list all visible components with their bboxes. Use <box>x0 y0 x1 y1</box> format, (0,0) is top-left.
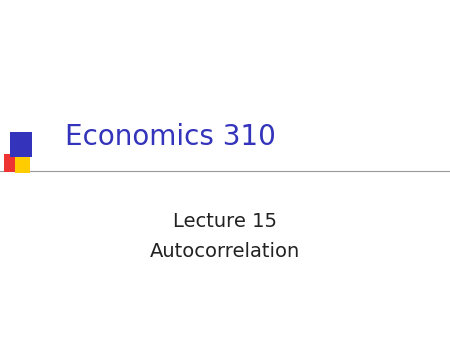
Text: Lecture 15: Lecture 15 <box>173 212 277 231</box>
Text: Economics 310: Economics 310 <box>65 123 276 151</box>
Bar <box>4 154 19 172</box>
Bar <box>10 132 32 157</box>
Text: Autocorrelation: Autocorrelation <box>150 242 300 261</box>
Bar <box>15 155 30 173</box>
